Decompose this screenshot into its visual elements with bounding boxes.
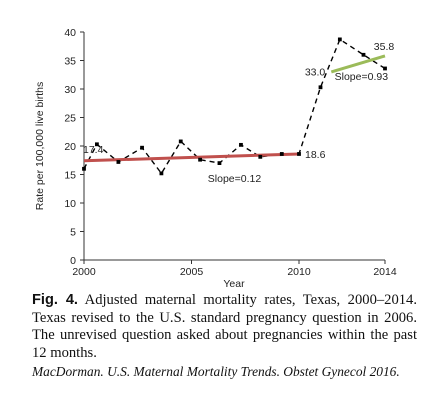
- annotations: 17.4 18.6 Slope=0.12 33.0 35.8 Slope=0.93: [83, 41, 394, 185]
- y-tick-label: 25: [64, 113, 76, 125]
- y-tick-label: 30: [64, 84, 76, 96]
- y-axis: 0 5 10 15 20 25 30 35 40 Rate per 100,000 live b…: [34, 27, 85, 267]
- y-tick-label: 20: [64, 141, 76, 153]
- x-tick-label: 2010: [287, 266, 311, 278]
- x-tick-label: 2005: [180, 266, 204, 278]
- annotation-slope-1: Slope=0.12: [208, 173, 262, 185]
- annotation-end-value: 18.6: [305, 149, 326, 161]
- y-tick-label: 40: [64, 27, 76, 39]
- line-chart: 0 5 10 15 20 25 30 35 40 Rate per 100,000 live b…: [34, 27, 397, 290]
- x-axis-label: Year: [223, 278, 245, 290]
- data-point: [318, 85, 323, 90]
- trend-line-2: [330, 54, 386, 74]
- y-axis-label: Rate per 100,000 live births: [34, 82, 46, 210]
- data-points: [82, 37, 387, 176]
- annotation-start-value-2: 33.0: [305, 66, 326, 78]
- annotation-end-value-2: 35.8: [374, 41, 395, 53]
- x-tick-marks: 2000 2005 2010 2014: [72, 260, 397, 278]
- y-tick-label: 35: [64, 56, 76, 68]
- data-point: [258, 154, 263, 159]
- y-tick-label: 5: [70, 227, 76, 239]
- data-point: [95, 142, 99, 147]
- y-tick-label: 15: [64, 170, 76, 182]
- y-tick-label: 10: [64, 198, 76, 210]
- data-point: [297, 152, 301, 156]
- figure-caption: Fig. 4. Adjusted maternal mortality rate…: [32, 292, 417, 362]
- data-point: [361, 52, 366, 57]
- y-tick-marks: 0 5 10 15 20 25 30 35 40: [64, 27, 84, 267]
- y-tick-label: 0: [70, 255, 76, 267]
- x-axis: 2000 2005 2010 2014 Year: [72, 259, 397, 290]
- annotation-slope-2: Slope=0.93: [335, 71, 389, 83]
- series-line-observed: [83, 38, 386, 175]
- data-point: [217, 161, 222, 165]
- data-point: [279, 152, 284, 156]
- data-point: [140, 145, 144, 150]
- data-point: [198, 157, 202, 162]
- x-tick-label: 2000: [72, 266, 96, 278]
- figure-label: Fig. 4.: [32, 292, 78, 308]
- data-point: [337, 37, 342, 42]
- figure-caption-text: Adjusted maternal mortality rates, Texas…: [32, 292, 418, 361]
- figure-citation: MacDorman. U.S. Maternal Mortality Trend…: [32, 364, 400, 379]
- data-point: [239, 142, 243, 147]
- trend-line-1: [83, 152, 300, 163]
- plot-area: [83, 38, 386, 175]
- x-tick-label: 2014: [373, 266, 397, 278]
- data-point: [116, 160, 121, 164]
- annotation-start-value: 17.4: [83, 144, 104, 156]
- data-point: [159, 171, 164, 176]
- data-point: [82, 166, 86, 171]
- data-point: [178, 139, 183, 144]
- data-point: [383, 66, 387, 71]
